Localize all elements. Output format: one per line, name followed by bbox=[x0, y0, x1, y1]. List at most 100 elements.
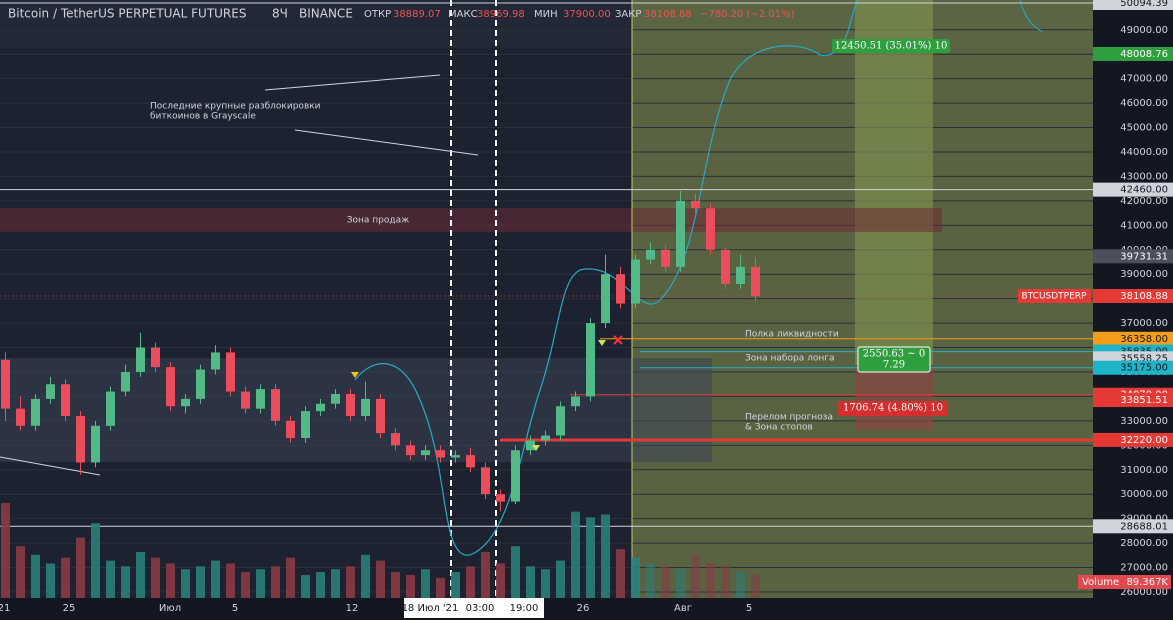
price-tick-label: 31000.00 bbox=[1120, 465, 1168, 476]
volume-bar bbox=[631, 557, 640, 598]
price-tick-label: 43000.00 bbox=[1120, 171, 1168, 182]
price-tick-label: 37000.00 bbox=[1120, 318, 1168, 329]
volume-bar bbox=[751, 574, 760, 598]
price-marker-bg bbox=[1093, 432, 1173, 447]
volume-bar bbox=[511, 546, 520, 598]
volume-value: 89.367K bbox=[1126, 577, 1168, 588]
trend-line bbox=[0, 456, 101, 476]
candle-body bbox=[136, 347, 145, 372]
annotation: Зона набора лонга bbox=[745, 354, 834, 364]
price-marker-label: 38108.88 bbox=[1120, 291, 1168, 302]
volume-bar bbox=[226, 563, 235, 598]
price-marker-bg bbox=[1093, 0, 1173, 10]
volume-bar bbox=[166, 563, 175, 598]
volume-bar bbox=[361, 554, 370, 598]
candle-body bbox=[361, 398, 370, 416]
price-marker-bg bbox=[1093, 288, 1173, 303]
price-tick-label: 33000.00 bbox=[1120, 416, 1168, 427]
candle-body bbox=[1, 359, 10, 409]
price-tick-label: 42000.00 bbox=[1120, 196, 1168, 207]
volume-bar bbox=[181, 569, 190, 598]
ohlc-value: 37900.00 bbox=[563, 9, 611, 20]
candle-body bbox=[91, 425, 100, 463]
volume-bar bbox=[136, 551, 145, 598]
time-label: Авг bbox=[674, 603, 692, 614]
volume-bar bbox=[481, 551, 490, 598]
crosshair-label: 03:00 bbox=[466, 603, 495, 614]
price-marker-label: 36358.00 bbox=[1120, 334, 1168, 345]
position-label: 12450.51 (35.01%) 10 bbox=[835, 41, 948, 52]
volume-bar bbox=[601, 514, 610, 598]
price-marker-label: 48008.76 bbox=[1120, 49, 1168, 60]
candle-body bbox=[106, 391, 115, 426]
price-marker-bg bbox=[1093, 46, 1173, 61]
candle-body bbox=[376, 398, 385, 434]
candle-body bbox=[211, 352, 220, 370]
volume-bar bbox=[676, 569, 685, 598]
volume-bar bbox=[241, 572, 250, 598]
candle-body bbox=[256, 389, 265, 409]
time-label: 26 bbox=[577, 603, 590, 614]
price-tick-label: 41000.00 bbox=[1120, 220, 1168, 231]
price-marker-label: 33851.51 bbox=[1120, 395, 1168, 406]
volume-bar bbox=[436, 577, 445, 598]
volume-bar bbox=[391, 572, 400, 598]
position-label: 1706.74 (4.80%) 10 bbox=[843, 403, 943, 414]
exchange: BINANCE bbox=[299, 7, 353, 21]
candle-body bbox=[571, 396, 580, 407]
price-marker-label: 28688.01 bbox=[1120, 521, 1168, 532]
time-label: 5 bbox=[746, 603, 752, 614]
interval: 8Ч bbox=[272, 7, 288, 21]
stop-zone bbox=[855, 365, 933, 430]
volume-bar bbox=[721, 566, 730, 598]
volume-bar bbox=[31, 554, 40, 598]
candle-body bbox=[16, 408, 25, 426]
ohlc-label: ЗАКР bbox=[615, 9, 641, 20]
candle-body bbox=[511, 450, 520, 502]
candle-body bbox=[31, 398, 40, 426]
annotation: биткоинов в Grayscale bbox=[150, 112, 256, 122]
volume-bar bbox=[76, 537, 85, 598]
volume-bar bbox=[256, 569, 265, 598]
time-label: Июл bbox=[159, 603, 181, 614]
symbol-marker-label: BTCUSDTPERP bbox=[1022, 291, 1088, 301]
annotation: Полка ликвидности bbox=[745, 330, 839, 340]
symbol: Bitcoin / TetherUS PERPETUAL FUTURES bbox=[8, 7, 246, 21]
candle-body bbox=[121, 371, 130, 392]
candle-body bbox=[751, 266, 760, 297]
volume-bar bbox=[421, 569, 430, 598]
crosshair-label-bg bbox=[404, 598, 544, 618]
candle-body bbox=[496, 494, 505, 502]
time-label: 12 bbox=[346, 603, 359, 614]
projection-curve bbox=[354, 0, 859, 556]
volume-bar bbox=[406, 574, 415, 598]
candle-body bbox=[196, 369, 205, 399]
candle-body bbox=[691, 200, 700, 209]
volume-bar bbox=[196, 566, 205, 598]
candle-body bbox=[721, 249, 730, 284]
candle-body bbox=[76, 415, 85, 463]
ohlc-value: 38108.88 bbox=[644, 9, 692, 20]
price-marker-bg bbox=[1093, 393, 1173, 408]
candle-body bbox=[736, 266, 745, 284]
volume-bar bbox=[301, 574, 310, 598]
volume-bar bbox=[616, 549, 625, 598]
time-label: 21 bbox=[0, 603, 10, 614]
candle-body bbox=[241, 391, 250, 409]
price-marker-bg bbox=[1093, 249, 1173, 264]
candle-body bbox=[166, 367, 175, 407]
symbol-marker-bg bbox=[1018, 288, 1091, 303]
candle-body bbox=[346, 393, 355, 416]
time-label: 5 bbox=[232, 603, 238, 614]
price-marker-bg bbox=[1093, 519, 1173, 534]
candle-body bbox=[151, 347, 160, 368]
candle-body bbox=[616, 274, 625, 304]
candle-body bbox=[466, 455, 475, 468]
volume-bar bbox=[571, 511, 580, 598]
arrow-line bbox=[264, 74, 479, 156]
ohlc-value: 38969.98 bbox=[477, 9, 525, 20]
price-tick-label: 27000.00 bbox=[1120, 563, 1168, 574]
annotation: Перелом прогноза bbox=[745, 413, 833, 423]
